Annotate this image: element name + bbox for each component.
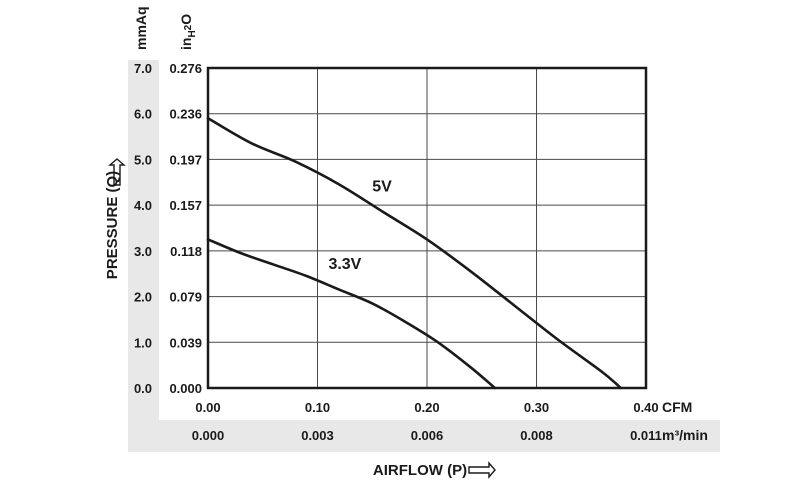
x-tick-label-secondary: 0.006 <box>411 428 444 443</box>
curve-label: 5V <box>372 178 392 195</box>
y-tick-label-secondary: 0.118 <box>170 244 202 259</box>
x-tick-label-primary: 0.10 <box>305 400 330 415</box>
plot-frame <box>206 66 648 390</box>
y-tick-label-primary: 1.0 <box>134 335 152 350</box>
series-curves <box>206 116 623 390</box>
x-unit-secondary-label: m³/min <box>662 427 708 443</box>
y-tick-label-secondary: 0.157 <box>169 198 202 213</box>
y-tick-labels: 0.0 0.000 1.0 0.039 2.0 0.079 3.0 0.118 4.0 0.157… <box>134 61 202 396</box>
x-tick-label-secondary: 0.011 <box>630 428 662 443</box>
y-axis-label-band <box>128 60 159 452</box>
x-tick-label-secondary: 0.008 <box>520 428 553 443</box>
y-tick-label-primary: 2.0 <box>134 290 152 305</box>
y-axis-arrow-icon <box>108 158 126 186</box>
series-annotations: 5V 3.3V <box>328 178 392 273</box>
x-tick-label-secondary: 0.000 <box>192 428 225 443</box>
x-tick-label-primary: 0.00 <box>195 400 220 415</box>
grid-lines <box>208 68 646 388</box>
y-unit-secondary-label: inH2O <box>178 14 198 50</box>
curve-3-3V <box>206 238 497 390</box>
y-tick-label-primary: 6.0 <box>134 107 152 122</box>
y-tick-label-secondary: 0.236 <box>169 107 202 122</box>
x-axis-title: AIRFLOW (P) <box>373 462 467 479</box>
y-tick-label-secondary: 0.276 <box>169 61 202 76</box>
x-tick-label-secondary: 0.003 <box>301 428 334 443</box>
y-tick-label-primary: 0.0 <box>134 381 152 396</box>
x-axis-label-band <box>159 420 720 452</box>
curve-5V <box>206 116 623 390</box>
y-tick-label-secondary: 0.000 <box>169 381 202 396</box>
x-tick-labels: 0.00 0.000 0.10 0.003 0.20 0.006 0.30 0.008 0.40… <box>192 400 662 443</box>
x-tick-label-primary: 0.20 <box>414 400 439 415</box>
x-axis-arrow-icon <box>468 461 496 479</box>
y-axis-title: PRESSURE (Q) <box>104 171 121 279</box>
x-tick-label-primary: 0.40 <box>633 400 658 415</box>
y-tick-label-primary: 4.0 <box>134 198 152 213</box>
y-tick-label-primary: 3.0 <box>134 244 152 259</box>
y-tick-label-primary: 5.0 <box>134 152 152 167</box>
curve-label: 3.3V <box>328 256 361 273</box>
y-tick-label-secondary: 0.039 <box>169 335 202 350</box>
y-unit-primary-label: mmAq <box>133 6 149 50</box>
x-unit-primary-label: CFM <box>662 399 692 415</box>
y-tick-label-secondary: 0.197 <box>169 152 202 167</box>
y-tick-label-primary: 7.0 <box>134 61 152 76</box>
x-tick-label-primary: 0.30 <box>524 400 549 415</box>
y-tick-label-secondary: 0.079 <box>169 290 202 305</box>
